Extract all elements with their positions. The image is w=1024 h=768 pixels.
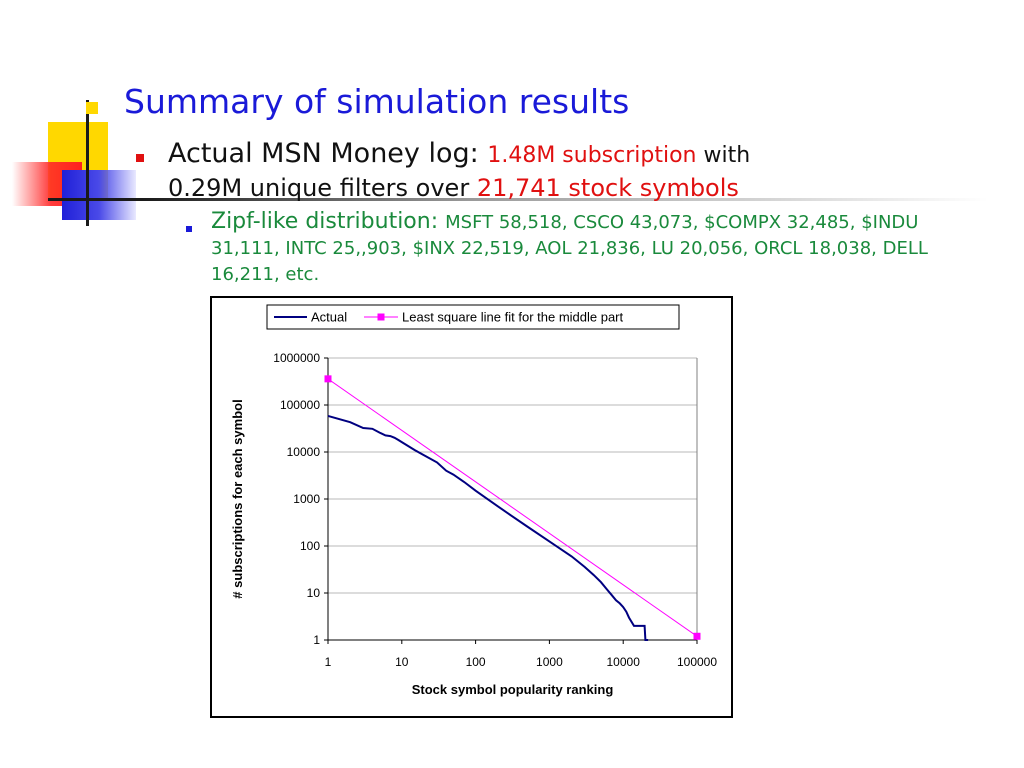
series-fit-line xyxy=(327,378,698,637)
y-tick-label: 100 xyxy=(300,539,320,553)
sub-bullet-square-icon xyxy=(186,226,192,232)
y-tick-label: 1000 xyxy=(293,492,320,506)
bullet-1-highlight-b: 21,741 stock symbols xyxy=(476,174,739,202)
y-tick-label: 1000000 xyxy=(273,351,320,365)
decorative-vertical-line xyxy=(86,100,89,226)
series-fit-marker xyxy=(324,375,332,383)
bullet-2: Zipf-like distribution: MSFT 58,518, CSC… xyxy=(211,209,956,288)
bullet-square-icon xyxy=(136,154,144,162)
legend-box xyxy=(266,304,680,330)
zipf-chart: 1 10 100 1000 10000 100000 1000000 1 10 100 1000 10… xyxy=(230,304,717,697)
bullet-1-text-a: Actual MSN Money log: xyxy=(168,138,488,169)
bullet-1-text-b: with xyxy=(696,143,751,168)
y-tick-label: 10000 xyxy=(287,445,321,459)
slide-title: Summary of simulation results xyxy=(124,82,630,121)
chart-frame: 1 10 100 1000 10000 100000 1000000 1 10 100 1000 10… xyxy=(210,296,733,718)
decorative-blue-block xyxy=(62,170,136,220)
title-bullet-icon xyxy=(86,102,98,114)
bullet-2-detail: MSFT 58,518, CSCO 43,073, $COMPX 32,485,… xyxy=(211,212,928,285)
x-tick-label: 100000 xyxy=(677,655,717,669)
bullet-2-lead: Zipf-like distribution: xyxy=(211,209,446,234)
series-fit-marker xyxy=(693,632,701,640)
legend-fit-marker xyxy=(377,313,385,321)
legend-fit-label: Least square line fit for the middle par… xyxy=(402,310,624,325)
x-tick-label: 10000 xyxy=(607,655,641,669)
title-underline xyxy=(48,198,988,201)
bullet-1-text-c: 0.29M unique filters over xyxy=(168,174,477,202)
y-tick-label: 10 xyxy=(307,586,321,600)
bullet-1-highlight-a: 1.48M subscription xyxy=(487,143,697,168)
legend-actual-label: Actual xyxy=(311,310,347,325)
bullet-1: Actual MSN Money log: 1.48M subscription… xyxy=(168,138,888,204)
x-tick-label: 1000 xyxy=(536,655,563,669)
y-tick-label: 100000 xyxy=(280,398,320,412)
x-tick-label: 10 xyxy=(395,655,409,669)
y-axis-title: # subscriptions for each symbol xyxy=(230,399,245,598)
y-tick-label: 1 xyxy=(313,633,320,647)
x-tick-label: 100 xyxy=(466,655,486,669)
x-axis-title: Stock symbol popularity ranking xyxy=(412,682,614,697)
x-tick-label: 1 xyxy=(325,655,332,669)
series-actual-line xyxy=(327,414,649,641)
